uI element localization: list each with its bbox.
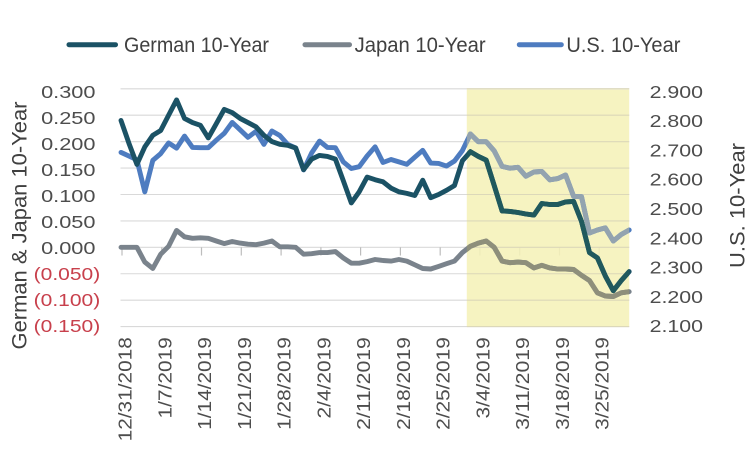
svg-text:Japan 10-Year: Japan 10-Year [355, 33, 486, 57]
svg-text:0.000: 0.000 [41, 238, 96, 258]
svg-text:0.100: 0.100 [41, 186, 96, 206]
svg-text:2.400: 2.400 [650, 228, 704, 248]
svg-text:3/18/2019: 3/18/2019 [553, 337, 573, 430]
svg-text:1/28/2019: 1/28/2019 [275, 337, 295, 430]
svg-text:0.050: 0.050 [41, 212, 96, 232]
svg-text:3/4/2019: 3/4/2019 [473, 337, 493, 418]
svg-text:2.700: 2.700 [650, 140, 704, 160]
svg-text:0.250: 0.250 [41, 108, 96, 128]
svg-text:2.500: 2.500 [650, 199, 704, 219]
svg-text:German 10-Year: German 10-Year [124, 33, 269, 57]
svg-text:2/11/2019: 2/11/2019 [354, 337, 374, 430]
svg-text:2/25/2019: 2/25/2019 [434, 337, 454, 430]
svg-text:0.300: 0.300 [41, 82, 96, 102]
svg-text:3/11/2019: 3/11/2019 [513, 337, 533, 430]
svg-text:0.150: 0.150 [41, 160, 96, 180]
svg-text:2/18/2019: 2/18/2019 [394, 337, 414, 430]
svg-text:0.200: 0.200 [41, 134, 96, 154]
svg-text:2.200: 2.200 [650, 287, 704, 307]
svg-text:1/7/2019: 1/7/2019 [155, 337, 175, 418]
svg-text:U.S. 10-Year: U.S. 10-Year [726, 143, 750, 268]
svg-text:German & Japan 10-Year: German & Japan 10-Year [7, 102, 31, 350]
svg-text:3/25/2019: 3/25/2019 [593, 337, 613, 430]
svg-text:2/4/2019: 2/4/2019 [314, 337, 334, 418]
svg-text:(0.150): (0.150) [34, 316, 101, 336]
svg-text:2.300: 2.300 [650, 258, 704, 278]
svg-text:1/21/2019: 1/21/2019 [235, 337, 255, 430]
svg-text:2.600: 2.600 [650, 170, 704, 190]
svg-text:(0.100): (0.100) [34, 290, 101, 310]
svg-text:2.900: 2.900 [650, 82, 704, 102]
svg-text:12/31/2018: 12/31/2018 [116, 337, 136, 441]
svg-text:2.800: 2.800 [650, 111, 704, 131]
svg-text:(0.050): (0.050) [34, 264, 101, 284]
svg-text:1/14/2019: 1/14/2019 [195, 337, 215, 430]
svg-text:U.S. 10-Year: U.S. 10-Year [566, 33, 680, 57]
svg-text:2.100: 2.100 [650, 316, 704, 336]
